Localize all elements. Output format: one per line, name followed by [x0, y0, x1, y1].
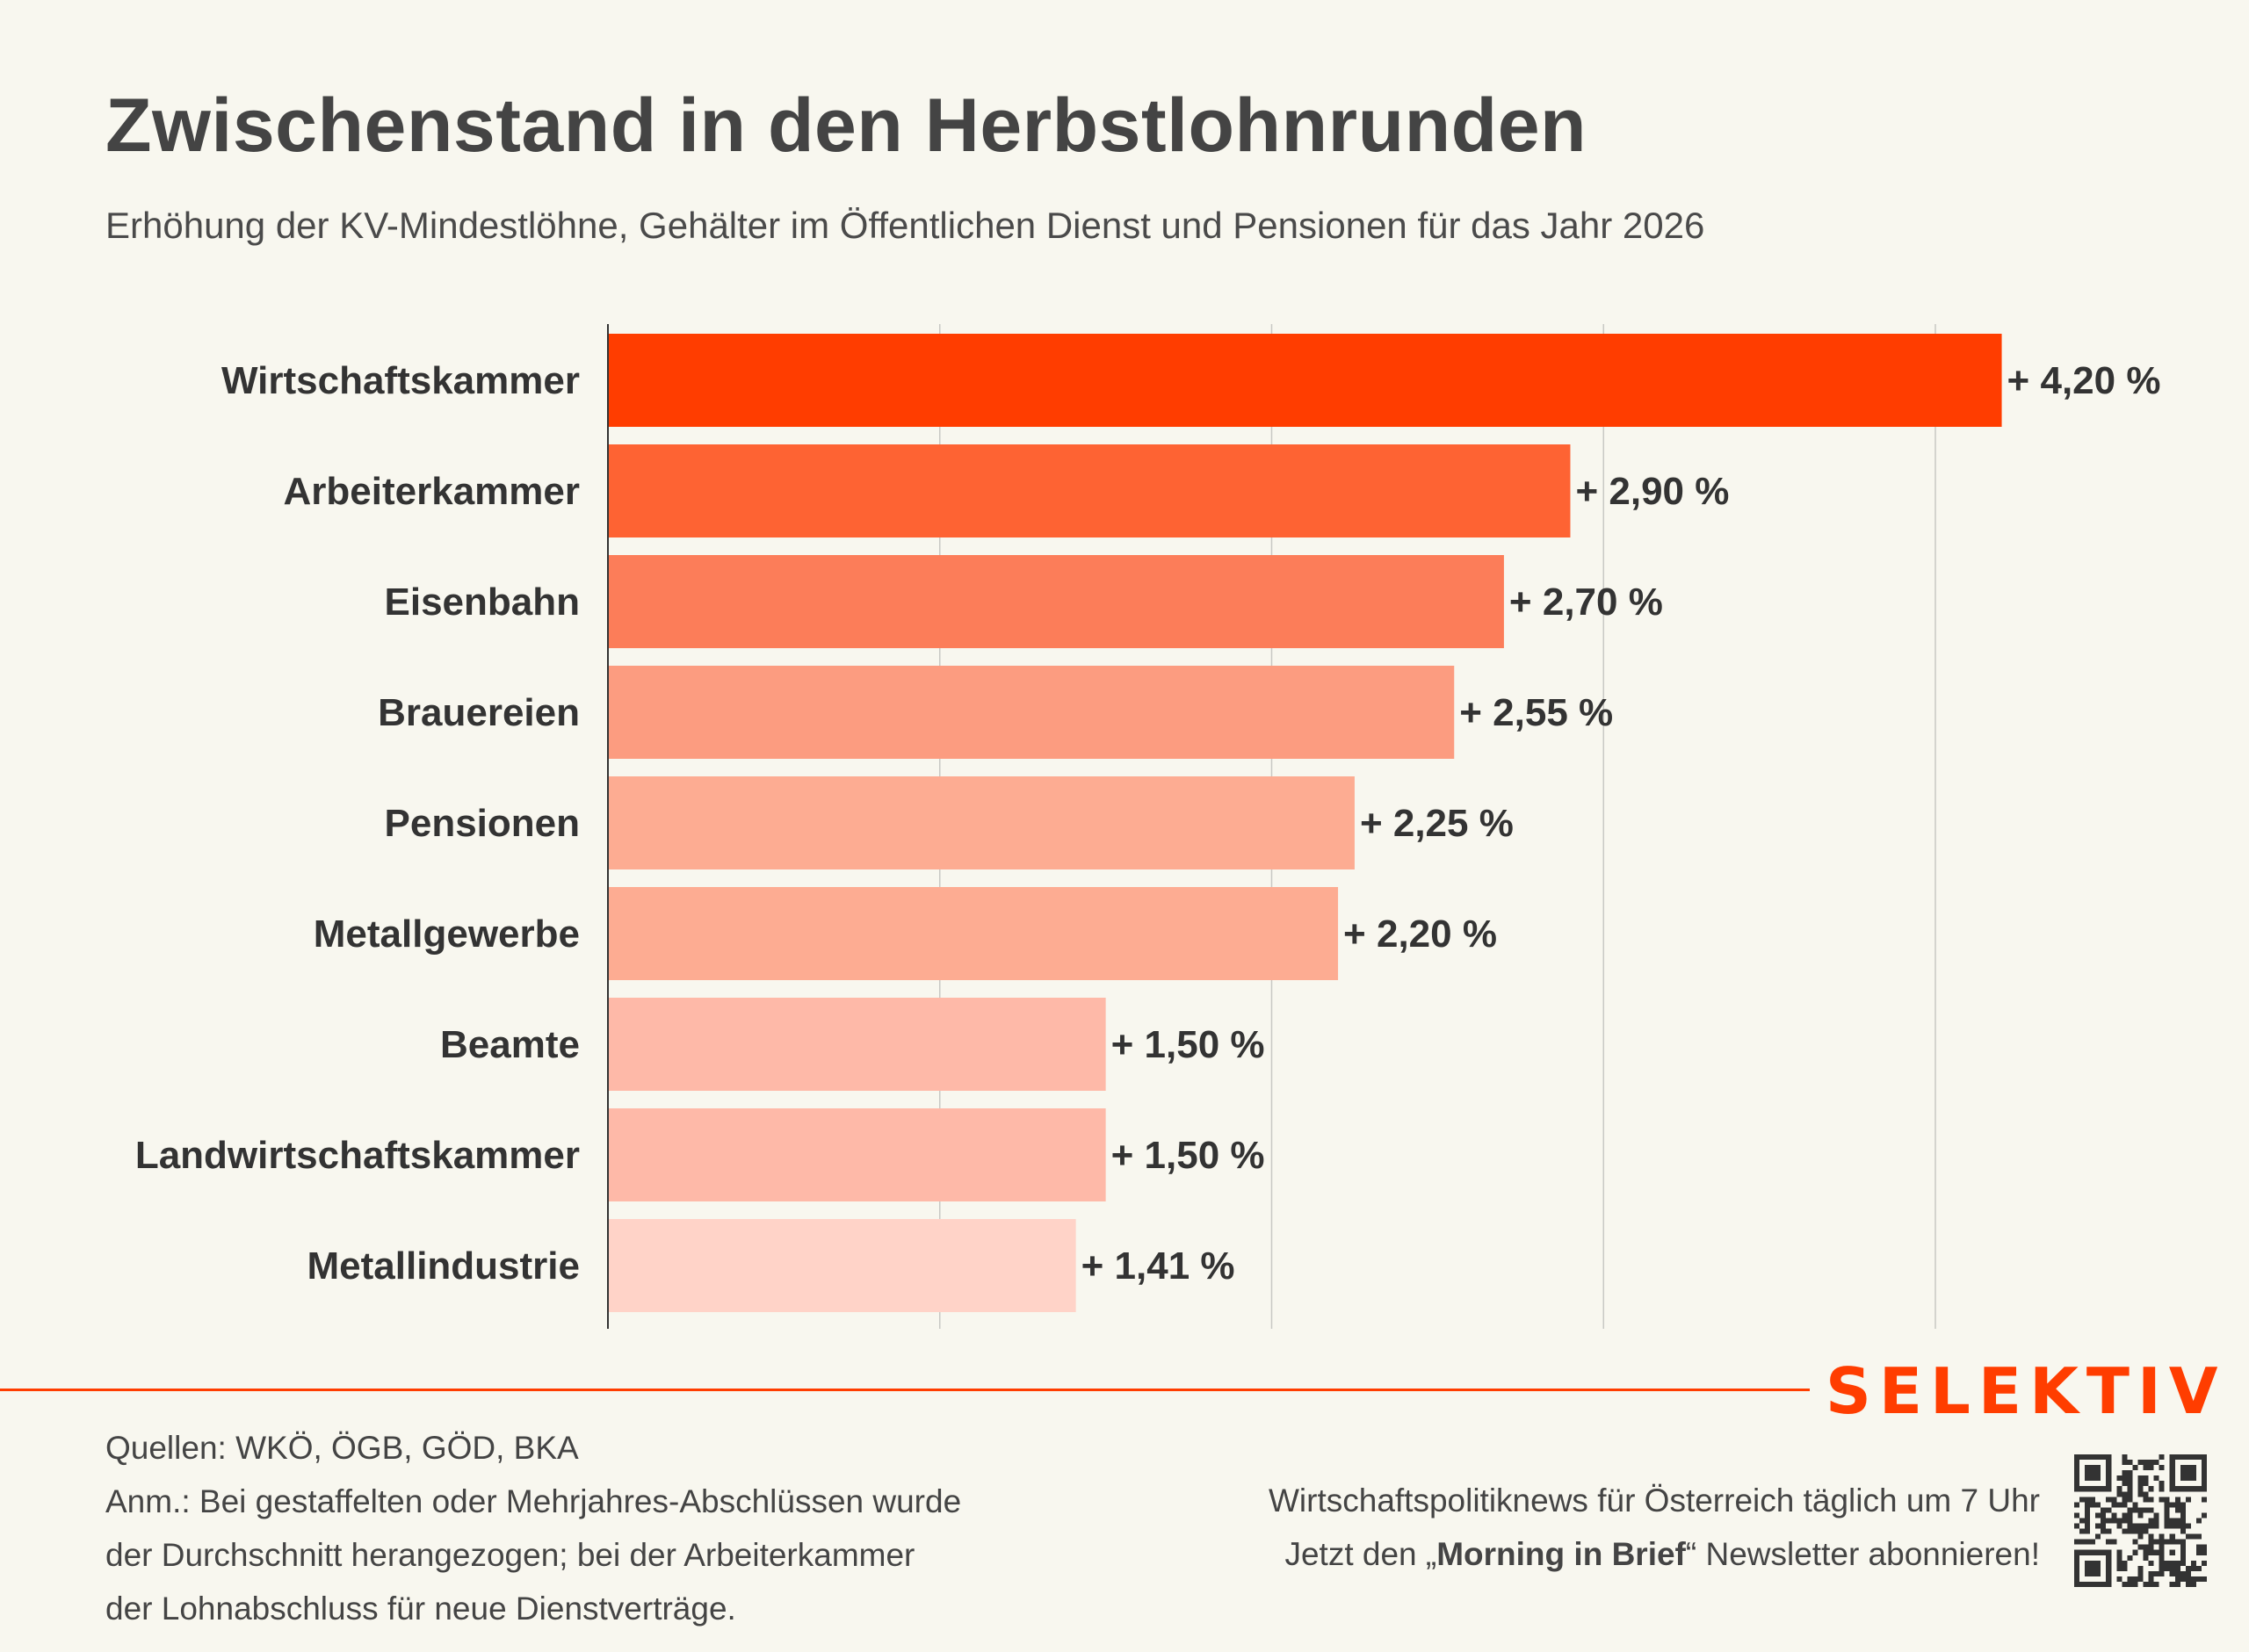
value-label: + 2,90 % — [1575, 470, 1729, 513]
bar-6 — [608, 998, 1106, 1091]
sources-text: Quellen: WKÖ, ÖGB, GÖD, BKA — [105, 1430, 579, 1466]
category-label: Metallindustrie — [307, 1244, 581, 1288]
value-label: + 1,41 % — [1081, 1244, 1235, 1288]
category-label: Landwirtschaftskammer — [135, 1134, 580, 1177]
value-label: + 2,55 % — [1459, 691, 1613, 734]
category-label: Beamte — [440, 1023, 580, 1066]
bar-7 — [608, 1108, 1106, 1201]
chart-title: Zwischenstand in den Herbstlohnrunden — [105, 83, 1587, 168]
promo-line-1: Wirtschaftspolitiknews für Österreich tä… — [1269, 1482, 2040, 1519]
qr-code-icon[interactable] — [2074, 1454, 2207, 1587]
promo-pre: Jetzt den „ — [1284, 1536, 1437, 1572]
promo-line-2[interactable]: Jetzt den „Morning in Brief“ Newsletter … — [1269, 1527, 2040, 1581]
footer-divider — [0, 1389, 1810, 1391]
category-label: Wirtschaftskammer — [221, 359, 580, 402]
note-line: der Durchschnitt herangezogen; bei der A… — [105, 1537, 915, 1573]
value-label: + 1,50 % — [1111, 1023, 1265, 1066]
promo-post: “ Newsletter abonnieren! — [1685, 1536, 2040, 1572]
bar-4 — [608, 776, 1355, 869]
bar-5 — [608, 887, 1339, 980]
note-line: der Lohnabschluss für neue Dienstverträg… — [105, 1591, 736, 1627]
category-label: Pensionen — [385, 802, 581, 845]
newsletter-promo: Wirtschaftspolitiknews für Österreich tä… — [1269, 1474, 2040, 1581]
value-label: + 2,20 % — [1343, 913, 1497, 956]
bars — [608, 334, 2002, 1312]
chart-subtitle: Erhöhung der KV-Mindestlöhne, Gehälter i… — [105, 205, 1705, 246]
value-labels: + 4,20 % + 2,90 % + 2,70 % + 2,55 % + 2,25 %… — [1081, 359, 2161, 1288]
note-line: Anm.: Bei gestaffelten oder Mehrjahres-A… — [105, 1483, 962, 1519]
bar-3 — [608, 666, 1455, 759]
value-label: + 1,50 % — [1111, 1134, 1265, 1177]
value-label: + 4,20 % — [2007, 359, 2161, 402]
bar-2 — [608, 555, 1504, 648]
category-label: Eisenbahn — [385, 581, 581, 624]
category-label: Arbeiterkammer — [284, 470, 581, 513]
footer-notes: Quellen: WKÖ, ÖGB, GÖD, BKA Anm.: Bei ge… — [105, 1421, 961, 1635]
bar-1 — [608, 444, 1571, 537]
category-labels: Wirtschaftskammer Arbeiterkammer Eisenbahn… — [135, 359, 580, 1288]
category-label: Brauereien — [378, 691, 580, 734]
value-label: + 2,70 % — [1509, 581, 1663, 624]
newsletter-name[interactable]: Morning in Brief — [1436, 1536, 1686, 1572]
bar-0 — [608, 334, 2002, 427]
value-label: + 2,25 % — [1360, 802, 1514, 845]
bar-8 — [608, 1219, 1076, 1312]
bar-chart: Wirtschaftskammer Arbeiterkammer Eisenbahn… — [135, 324, 2161, 1329]
category-label: Metallgewerbe — [314, 913, 580, 956]
brand-logo: SELEKTIV — [1826, 1354, 2226, 1428]
